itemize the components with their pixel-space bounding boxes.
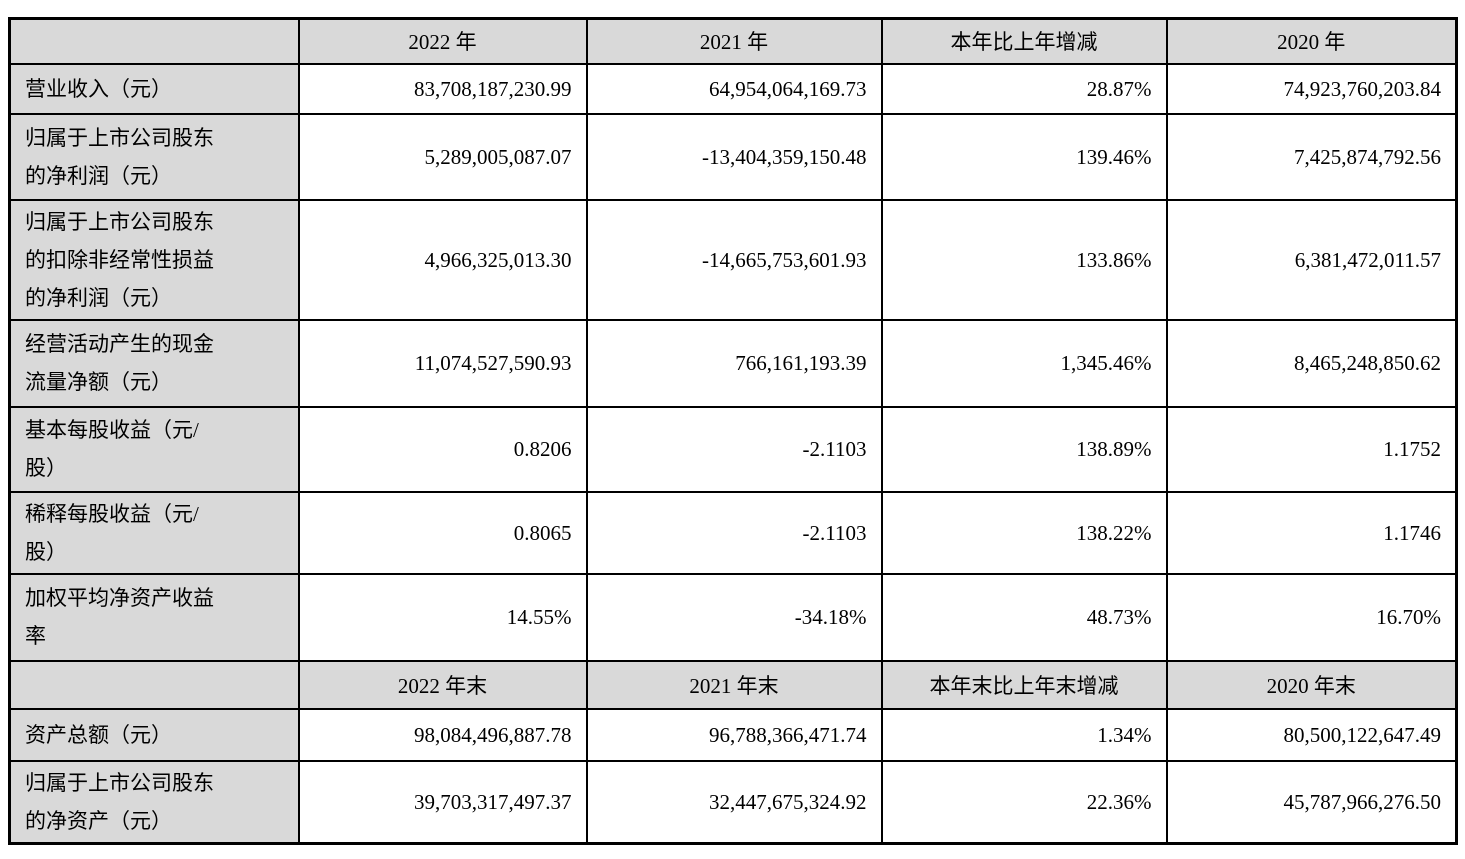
- value-cell: 39,703,317,497.37: [297, 759, 588, 844]
- value-cell: 45,787,966,276.50: [1165, 759, 1458, 844]
- table-row-operating-cash-flow: 经营活动产生的现金 流量净额（元） 11,074,527,590.93 766,…: [8, 318, 1458, 408]
- header-cell-2021-eoy: 2021 年末: [585, 659, 883, 710]
- header-cell-2021: 2021 年: [585, 17, 883, 65]
- value-cell: 1,345.46%: [880, 318, 1168, 408]
- value-cell: 32,447,675,324.92: [585, 759, 883, 844]
- value-cell: 11,074,527,590.93: [297, 318, 588, 408]
- value-cell: 80,500,122,647.49: [1165, 707, 1458, 762]
- value-cell: 766,161,193.39: [585, 318, 883, 408]
- header-cell-blank: [8, 17, 300, 65]
- header-cell-2020-eoy: 2020 年末: [1165, 659, 1458, 710]
- value-cell: 139.46%: [880, 112, 1168, 201]
- value-cell: -34.18%: [585, 572, 883, 662]
- table-row-basic-eps: 基本每股收益（元/ 股） 0.8206 -2.1103 138.89% 1.17…: [8, 405, 1458, 493]
- table-row-weighted-avg-roe: 加权平均净资产收益 率 14.55% -34.18% 48.73% 16.70%: [8, 572, 1458, 662]
- table-row-total-assets: 资产总额（元） 98,084,496,887.78 96,788,366,471…: [8, 707, 1458, 762]
- value-cell: 138.89%: [880, 405, 1168, 493]
- row-label-cell: 归属于上市公司股东 的净利润（元）: [8, 112, 300, 201]
- value-cell: 0.8206: [297, 405, 588, 493]
- value-cell: 0.8065: [297, 490, 588, 575]
- row-label-cell: 归属于上市公司股东 的净资产（元）: [8, 759, 300, 844]
- value-cell: 1.34%: [880, 707, 1168, 762]
- table-row-revenue: 营业收入（元） 83,708,187,230.99 64,954,064,169…: [8, 62, 1458, 115]
- value-cell: 28.87%: [880, 62, 1168, 115]
- row-label-cell: 稀释每股收益（元/ 股）: [8, 490, 300, 575]
- value-cell: 16.70%: [1165, 572, 1458, 662]
- value-cell: 138.22%: [880, 490, 1168, 575]
- value-cell: -13,404,359,150.48: [585, 112, 883, 201]
- table-row-diluted-eps: 稀释每股收益（元/ 股） 0.8065 -2.1103 138.22% 1.17…: [8, 490, 1458, 575]
- table-row-net-assets: 归属于上市公司股东 的净资产（元） 39,703,317,497.37 32,4…: [8, 759, 1458, 844]
- row-label-cell: 基本每股收益（元/ 股）: [8, 405, 300, 493]
- value-cell: 48.73%: [880, 572, 1168, 662]
- value-cell: 96,788,366,471.74: [585, 707, 883, 762]
- header-cell-yoy-change: 本年比上年增减: [880, 17, 1168, 65]
- table-row-net-profit-excl-nonrecurring: 归属于上市公司股东 的扣除非经常性损益 的净利润（元） 4,966,325,01…: [8, 198, 1458, 321]
- row-label-cell: 营业收入（元）: [8, 62, 300, 115]
- header-cell-2022: 2022 年: [297, 17, 588, 65]
- value-cell: -2.1103: [585, 405, 883, 493]
- value-cell: 6,381,472,011.57: [1165, 198, 1458, 321]
- row-label-cell: 加权平均净资产收益 率: [8, 572, 300, 662]
- value-cell: 14.55%: [297, 572, 588, 662]
- value-cell: 1.1746: [1165, 490, 1458, 575]
- value-cell: 64,954,064,169.73: [585, 62, 883, 115]
- row-label-cell: 经营活动产生的现金 流量净额（元）: [8, 318, 300, 408]
- header-row-end-of-year: 2022 年末 2021 年末 本年末比上年末增减 2020 年末: [8, 659, 1458, 710]
- value-cell: -14,665,753,601.93: [585, 198, 883, 321]
- value-cell: 22.36%: [880, 759, 1168, 844]
- value-cell: 74,923,760,203.84: [1165, 62, 1458, 115]
- value-cell: 5,289,005,087.07: [297, 112, 588, 201]
- row-label-cell: 归属于上市公司股东 的扣除非经常性损益 的净利润（元）: [8, 198, 300, 321]
- header-cell-blank: [8, 659, 300, 710]
- value-cell: 8,465,248,850.62: [1165, 318, 1458, 408]
- financial-summary-table: 2022 年 2021 年 本年比上年增减 2020 年 营业收入（元） 83,…: [8, 17, 1458, 845]
- header-cell-eoy-change: 本年末比上年末增减: [880, 659, 1168, 710]
- value-cell: 7,425,874,792.56: [1165, 112, 1458, 201]
- row-label-cell: 资产总额（元）: [8, 707, 300, 762]
- value-cell: 83,708,187,230.99: [297, 62, 588, 115]
- header-row-annual: 2022 年 2021 年 本年比上年增减 2020 年: [8, 17, 1458, 65]
- value-cell: 133.86%: [880, 198, 1168, 321]
- table-row-net-profit: 归属于上市公司股东 的净利润（元） 5,289,005,087.07 -13,4…: [8, 112, 1458, 201]
- value-cell: -2.1103: [585, 490, 883, 575]
- header-cell-2022-eoy: 2022 年末: [297, 659, 588, 710]
- value-cell: 1.1752: [1165, 405, 1458, 493]
- value-cell: 4,966,325,013.30: [297, 198, 588, 321]
- value-cell: 98,084,496,887.78: [297, 707, 588, 762]
- header-cell-2020: 2020 年: [1165, 17, 1458, 65]
